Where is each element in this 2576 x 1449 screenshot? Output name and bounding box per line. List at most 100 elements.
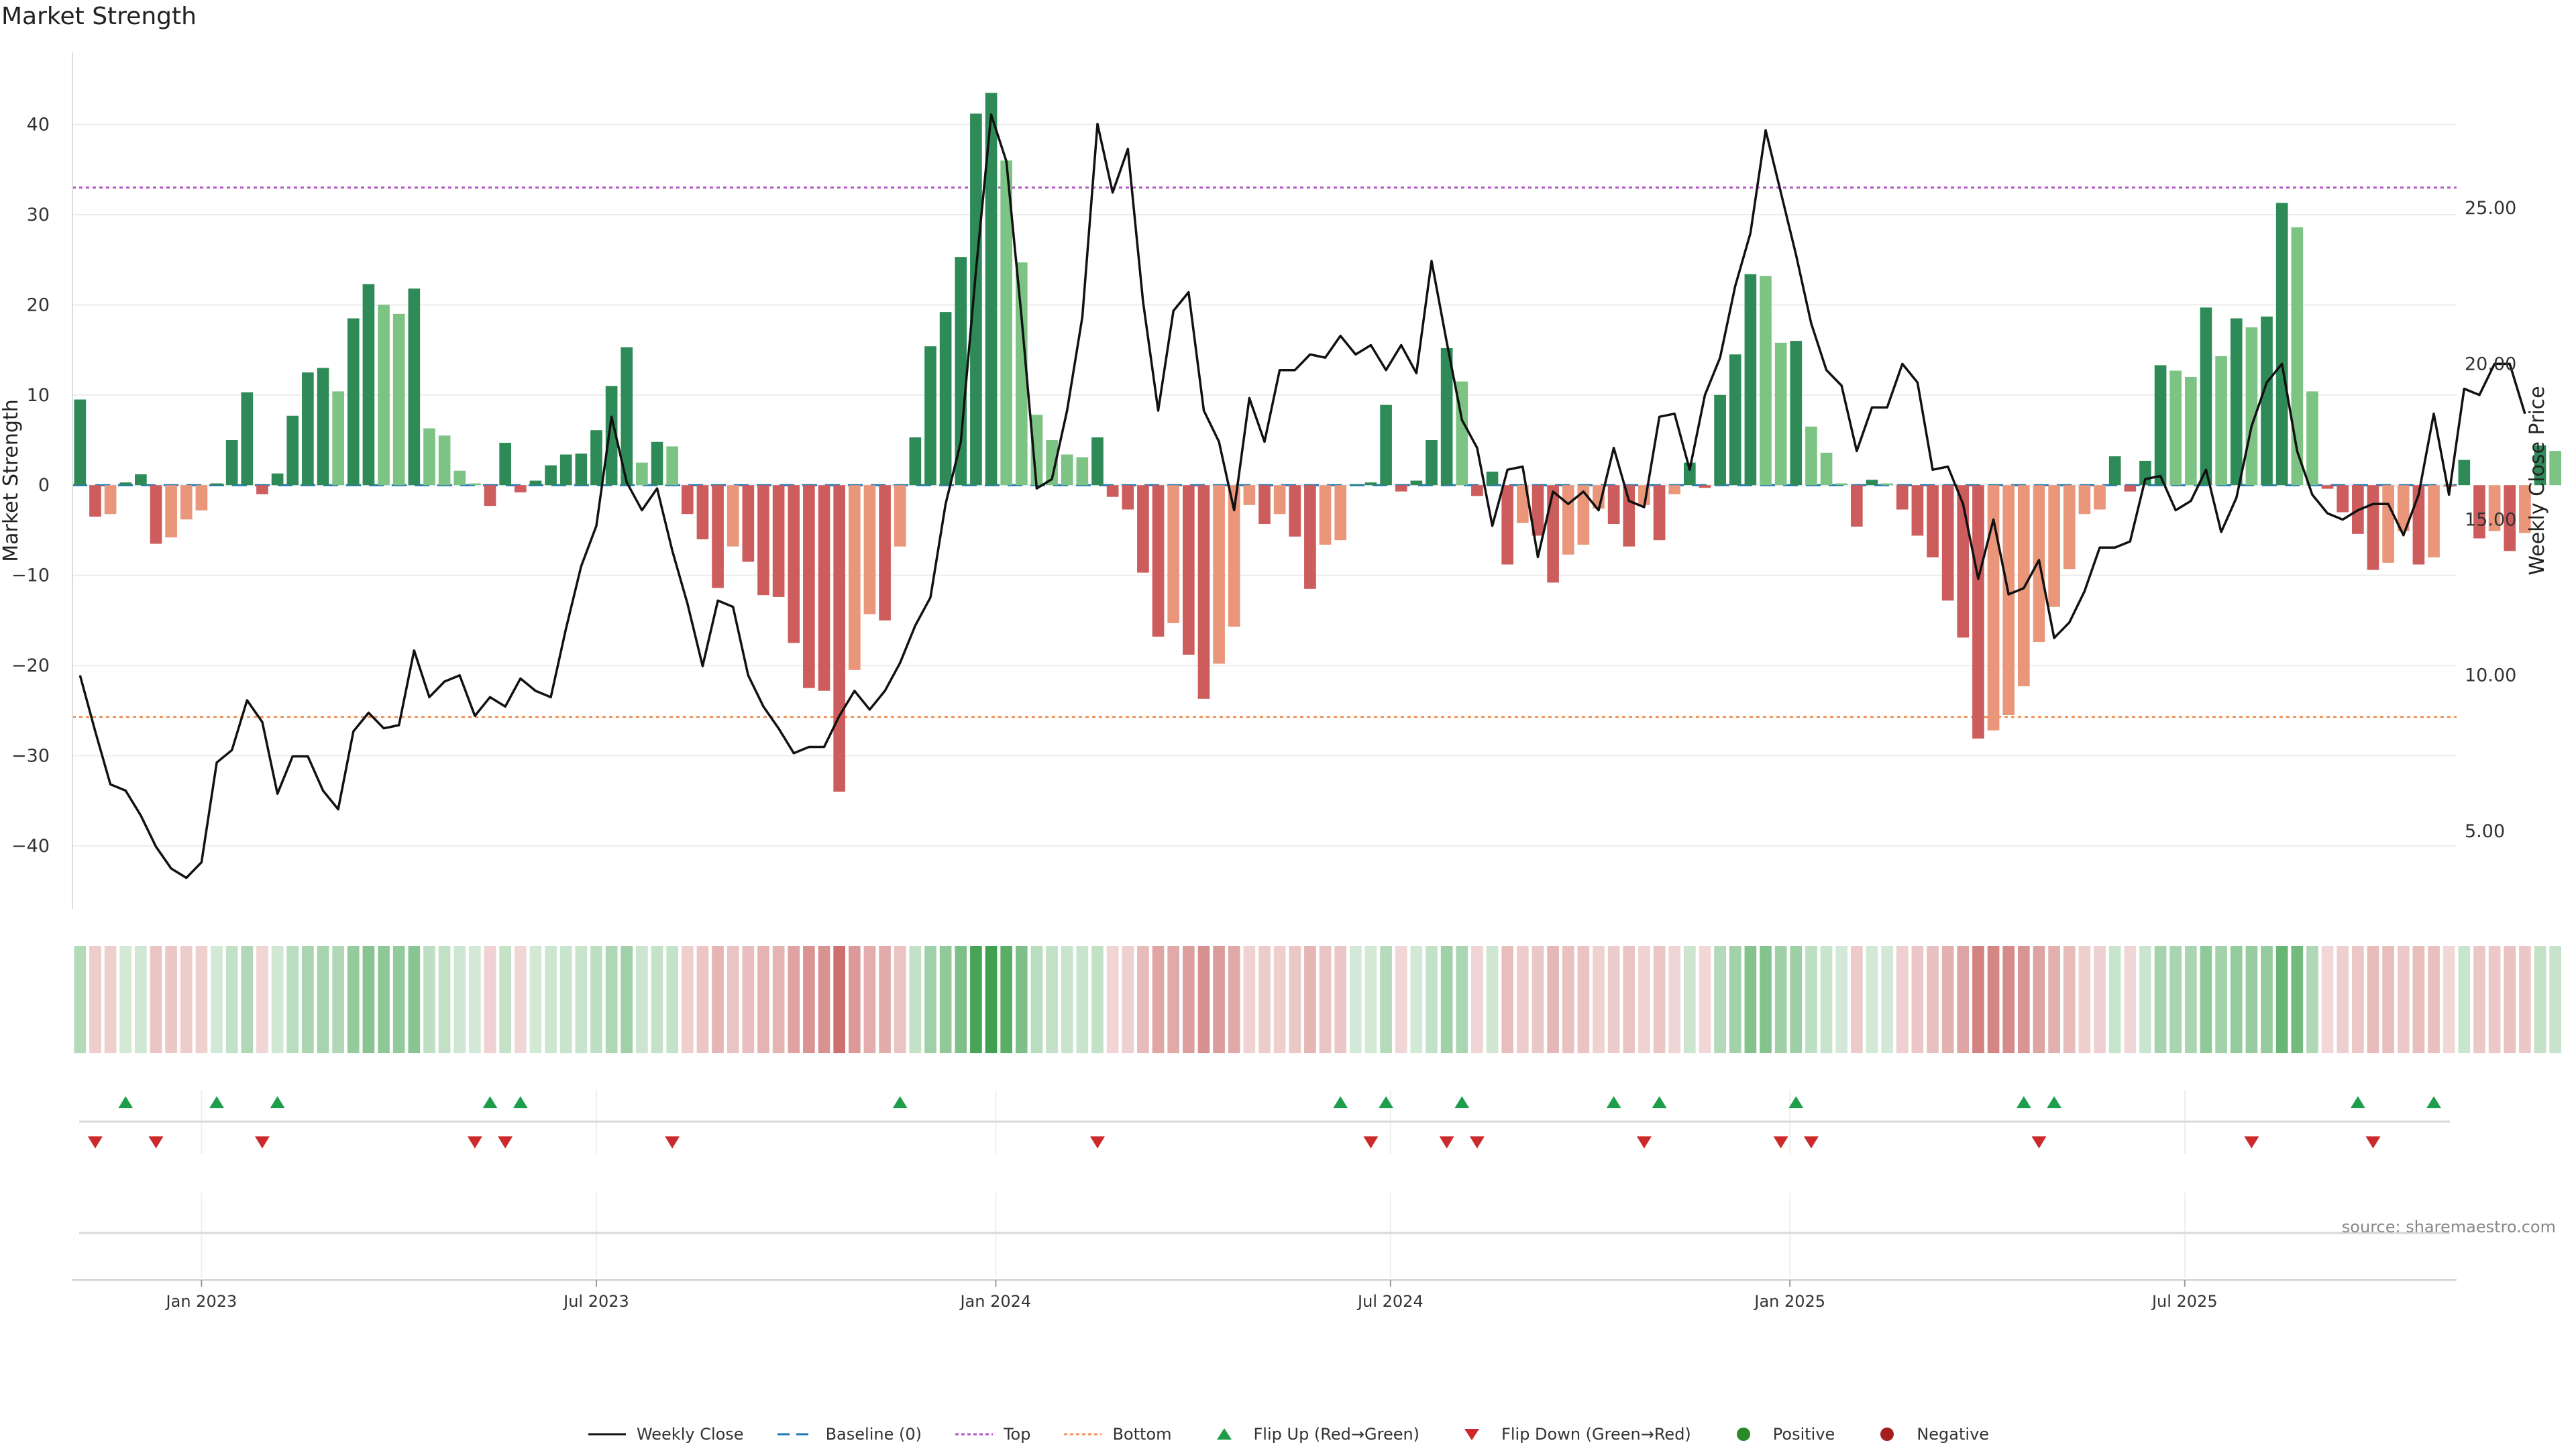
heat-cell xyxy=(180,946,193,1053)
strength-bar xyxy=(1015,262,1028,486)
heat-cell xyxy=(1364,946,1377,1053)
strength-bar xyxy=(651,441,663,486)
heat-cell xyxy=(1805,946,1817,1053)
heat-cell xyxy=(1532,946,1544,1053)
strength-bar xyxy=(1699,485,1711,488)
heat-cell xyxy=(1243,946,1256,1053)
strength-bar xyxy=(696,485,709,539)
heat-cell xyxy=(1486,946,1499,1053)
flip-up-marker xyxy=(1652,1096,1667,1108)
heat-cell xyxy=(89,946,101,1053)
strength-bar xyxy=(1334,485,1347,541)
heat-cell xyxy=(2002,946,2015,1053)
legend-label: Baseline (0) xyxy=(825,1425,922,1444)
flip-up-marker xyxy=(2016,1096,2031,1108)
strength-bar xyxy=(772,485,785,597)
heat-cell xyxy=(1820,946,1833,1053)
strength-bar xyxy=(453,470,466,486)
flip-up-marker xyxy=(1379,1096,1394,1108)
strength-bar xyxy=(195,485,208,511)
heat-cell xyxy=(2337,946,2349,1053)
y-axis-label: Market Strength xyxy=(0,399,23,561)
y2-tick-label: 15.00 xyxy=(2465,510,2516,531)
legend-item-weekly-close: Weekly Close xyxy=(587,1425,744,1444)
flip-up-marker xyxy=(1333,1096,1348,1108)
flip-down-icon xyxy=(1452,1426,1492,1442)
heat-cell xyxy=(985,946,998,1053)
strength-bar xyxy=(1547,485,1559,583)
strength-bar xyxy=(1106,485,1119,497)
flip-down-marker xyxy=(2365,1136,2381,1148)
heat-cell xyxy=(453,946,466,1053)
strength-bar xyxy=(2473,485,2485,539)
flip-down-marker xyxy=(1803,1136,1819,1148)
heat-cell xyxy=(559,946,572,1053)
strength-bar xyxy=(1137,485,1149,573)
strength-bar xyxy=(241,392,254,486)
chart-title: Market Strength xyxy=(1,3,197,30)
heat-cell xyxy=(1091,946,1104,1053)
legend-item-top: Top xyxy=(954,1425,1030,1444)
heat-cell xyxy=(772,946,785,1053)
weekly-close-line xyxy=(78,113,2526,879)
strength-bar xyxy=(104,485,117,515)
heat-cell xyxy=(484,946,496,1053)
heat-cell xyxy=(2382,946,2394,1053)
strength-bar xyxy=(1653,485,1666,541)
flip-up-marker xyxy=(118,1096,133,1108)
heat-cell xyxy=(1228,946,1240,1053)
y-axis-right: 5.00 10.00 15.00 20.00 25.00 Weekly Close Pri… xyxy=(2465,198,2549,842)
y-tick-label: 0 xyxy=(38,475,50,496)
strength-bar xyxy=(499,443,511,486)
y-tick-label: 10 xyxy=(27,385,50,406)
strength-bar xyxy=(1501,485,1514,565)
strength-bar xyxy=(2154,365,2167,486)
heat-cell xyxy=(2230,946,2243,1053)
flip-up-marker xyxy=(2350,1096,2365,1108)
strength-bar xyxy=(2108,456,2121,486)
heat-cell xyxy=(1076,946,1089,1053)
strength-bar xyxy=(1972,485,1984,739)
heat-cell xyxy=(2215,946,2227,1053)
strength-bar xyxy=(211,483,223,486)
strength-bar xyxy=(362,284,375,486)
heat-cell xyxy=(1957,946,1970,1053)
strength-bar xyxy=(1790,341,1803,486)
strength-bar xyxy=(1714,394,1726,486)
flip-down-marker xyxy=(1469,1136,1485,1148)
strength-bar xyxy=(1243,485,1256,505)
strength-bar xyxy=(1349,484,1362,486)
heat-cell xyxy=(788,946,800,1053)
heat-cell xyxy=(1790,946,1803,1053)
heat-cell xyxy=(1760,946,1772,1053)
heat-cell xyxy=(879,946,891,1053)
strength-bar xyxy=(848,485,861,670)
strength-bar xyxy=(545,465,557,486)
heat-cell xyxy=(955,946,967,1053)
heat-cell xyxy=(2534,946,2546,1053)
heat-cell xyxy=(1714,946,1726,1053)
heat-cell xyxy=(150,946,162,1053)
strength-bar xyxy=(302,372,314,486)
strength-bar xyxy=(1562,485,1574,555)
heat-cell xyxy=(499,946,511,1053)
heat-cell xyxy=(135,946,147,1053)
heat-cell xyxy=(863,946,876,1053)
heat-cell xyxy=(2367,946,2379,1053)
strength-bar xyxy=(2488,485,2501,531)
heat-cell xyxy=(2033,946,2045,1053)
flip-up-marker xyxy=(892,1096,908,1108)
baseline-icon xyxy=(776,1426,816,1442)
y-tick-label: 40 xyxy=(27,115,50,136)
heat-cell xyxy=(2139,946,2151,1053)
flip-up-marker xyxy=(1454,1096,1470,1108)
strength-bar xyxy=(2549,451,2561,486)
heat-cell xyxy=(1927,946,1939,1053)
strength-bar xyxy=(788,485,800,643)
heat-cell xyxy=(2321,946,2334,1053)
strength-bar xyxy=(2458,460,2471,486)
heat-cell xyxy=(1577,946,1590,1053)
y-tick-label: −30 xyxy=(11,745,50,766)
bottom-icon xyxy=(1063,1426,1103,1442)
x-axis: Jan 2023 Jul 2023 Jan 2024 Jul 2024 Jan 2025… xyxy=(72,1279,2457,1311)
